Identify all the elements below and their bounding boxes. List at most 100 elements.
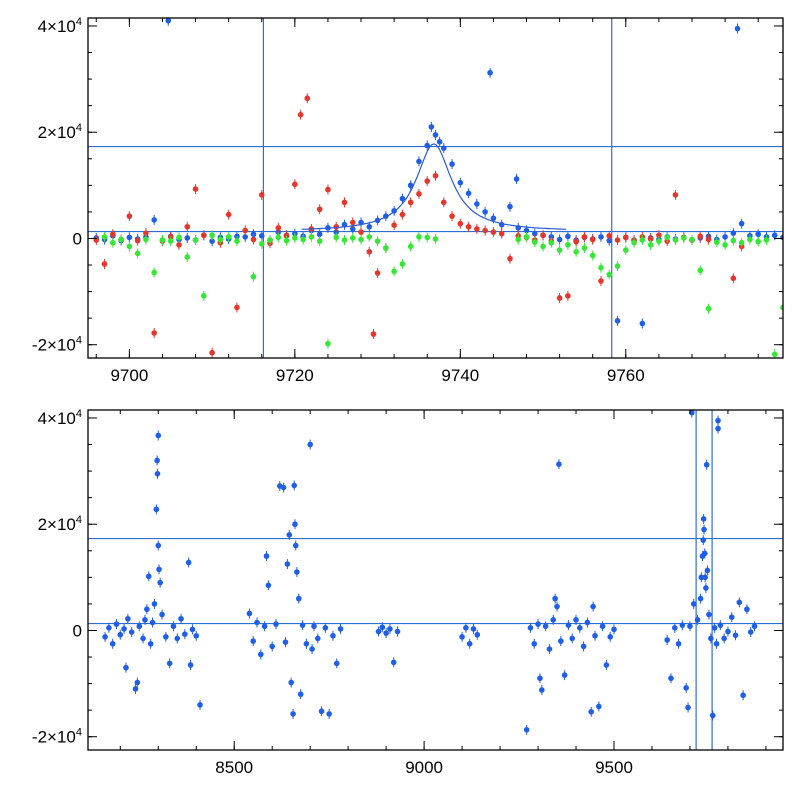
bottom-blue-point xyxy=(147,640,154,647)
bottom-blue-point xyxy=(711,625,718,631)
top-red-point xyxy=(457,220,464,227)
bottom-blue-point xyxy=(109,640,116,647)
top-green-point xyxy=(292,235,298,241)
top-green-point xyxy=(201,293,207,299)
bottom-blue-point xyxy=(552,595,558,602)
bottom-blue-point xyxy=(157,579,163,586)
top-fit-curve xyxy=(301,143,567,230)
top-red-point xyxy=(370,331,377,337)
bottom-blue-point xyxy=(611,626,617,633)
top-red-point xyxy=(465,223,472,230)
bottom-blue-point xyxy=(535,621,541,627)
top-green-point xyxy=(267,237,273,243)
bottom-blue-point xyxy=(269,643,275,650)
top-blue-point xyxy=(490,215,497,222)
top-red-point xyxy=(573,238,579,245)
top-blue-point xyxy=(126,234,133,241)
top-red-point xyxy=(622,234,629,241)
bottom-blue-point xyxy=(154,457,160,464)
top-red-point xyxy=(656,232,662,239)
top-blue-point xyxy=(416,158,422,165)
bottom-blue-point xyxy=(174,635,181,642)
bottom-x-tick-label: 8500 xyxy=(215,758,253,777)
bottom-blue-point xyxy=(687,623,693,630)
bottom-blue-point xyxy=(383,630,389,636)
top-red-point xyxy=(297,111,304,118)
bottom-blue-point xyxy=(330,632,336,639)
bottom-blue-point xyxy=(751,623,758,630)
top-red-point xyxy=(110,231,116,238)
top-green-point xyxy=(573,248,579,255)
bottom-blue-point xyxy=(703,585,709,591)
top-red-point xyxy=(697,233,704,240)
top-green-point xyxy=(622,247,629,253)
top-blue-point xyxy=(734,25,741,32)
top-y-tick-label: 0 xyxy=(73,229,82,248)
top-red-point xyxy=(399,211,406,218)
bottom-blue-point xyxy=(728,614,735,620)
bottom-blue-point xyxy=(459,634,465,640)
top-red-point xyxy=(416,191,422,197)
bottom-blue-point xyxy=(113,621,120,627)
bottom-blue-point xyxy=(197,702,203,708)
top-y-tick-exponent: 4 xyxy=(76,16,82,28)
top-red-point xyxy=(134,237,141,244)
top-red-point xyxy=(614,237,621,243)
top-y-tick-exponent: 4 xyxy=(76,122,82,134)
bottom-blue-point xyxy=(292,521,298,528)
top-green-point xyxy=(134,250,141,257)
bottom-blue-point xyxy=(297,691,304,698)
bottom-blue-point xyxy=(700,537,707,543)
top-blue-point xyxy=(316,231,323,238)
top-red-point xyxy=(490,229,497,235)
top-green-point xyxy=(275,234,282,241)
bottom-blue-point xyxy=(573,617,579,623)
bottom-blue-point xyxy=(294,569,300,575)
top-green-point xyxy=(167,238,174,244)
top-green-point xyxy=(548,239,555,246)
top-blue-point xyxy=(523,227,530,234)
top-red-point xyxy=(366,248,373,255)
bottom-blue-point xyxy=(286,532,293,538)
top-blue-point xyxy=(755,231,761,238)
top-blue-point xyxy=(333,229,340,235)
top-green-point xyxy=(424,234,431,241)
top-y-tick-label: 2×104 xyxy=(38,122,82,142)
top-green-point xyxy=(565,242,571,248)
top-red-point xyxy=(589,236,596,243)
bottom-blue-point xyxy=(550,617,557,623)
top-red-point xyxy=(292,181,298,188)
top-green-point xyxy=(300,236,306,243)
top-blue-point xyxy=(428,124,435,130)
bottom-blue-point xyxy=(466,640,473,647)
top-green-point xyxy=(316,238,323,244)
top-red-point xyxy=(705,236,712,243)
bottom-blue-point xyxy=(187,662,194,668)
bottom-blue-point xyxy=(182,631,188,637)
bottom-blue-point xyxy=(166,660,173,667)
top-blue-point xyxy=(482,209,488,215)
top-red-point xyxy=(304,95,311,102)
top-green-point xyxy=(656,238,662,244)
bottom-blue-point xyxy=(685,704,691,711)
bottom-blue-point xyxy=(531,640,538,647)
bottom-blue-point xyxy=(706,611,712,618)
bottom-blue-point xyxy=(590,603,596,610)
top-blue-point xyxy=(440,145,447,151)
top-red-point xyxy=(474,226,480,232)
bottom-blue-point xyxy=(694,617,701,623)
bottom-blue-point xyxy=(154,470,161,477)
bottom-blue-point xyxy=(675,640,682,647)
top-red-point xyxy=(234,304,240,311)
bottom-y-tick-mantissa: -2×10 xyxy=(32,728,76,747)
top-green-point xyxy=(391,268,397,275)
bottom-y-tick-exponent: 4 xyxy=(76,408,82,420)
bottom-blue-point xyxy=(303,640,310,647)
top-green-point xyxy=(383,245,389,251)
bottom-blue-point xyxy=(185,559,192,566)
top-green-point xyxy=(747,236,753,243)
top-blue-point xyxy=(250,231,257,238)
top-blue-point xyxy=(151,217,157,223)
bottom-blue-point xyxy=(596,703,602,710)
